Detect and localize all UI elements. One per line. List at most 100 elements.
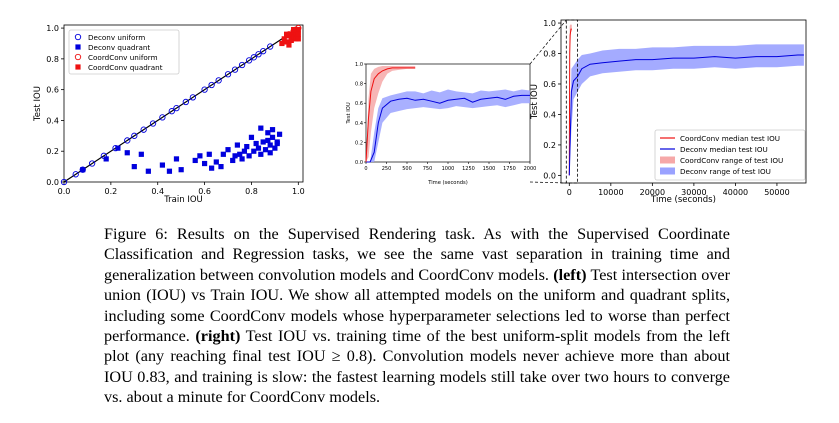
left-series-1 xyxy=(80,125,283,174)
left-point xyxy=(79,166,86,173)
left-point xyxy=(189,94,197,101)
left-point xyxy=(250,54,257,61)
left-y-axis-label: Test IOU xyxy=(33,86,43,122)
right-y-tick-label: 1.0 xyxy=(543,19,556,28)
left-point xyxy=(182,98,189,106)
left-legend-label: CoordConv uniform xyxy=(88,53,158,62)
inset-range-band xyxy=(366,66,416,162)
right-y-tick-label: 0.2 xyxy=(543,141,556,150)
left-point xyxy=(192,157,198,164)
left-point xyxy=(295,31,301,37)
left-point xyxy=(131,164,137,170)
right-legend-patch xyxy=(660,156,675,164)
right-y-axis-label: Test IOU xyxy=(530,84,540,120)
left-point xyxy=(159,162,166,168)
inset-connector-bottom xyxy=(529,181,567,184)
left-y-tick-label: 0.4 xyxy=(46,116,59,125)
left-point xyxy=(286,42,292,48)
left-point xyxy=(265,137,271,144)
right-legend-label: Deconv median test IOU xyxy=(680,145,768,154)
inset-y-axis-label: Test IOU xyxy=(346,102,352,124)
left-x-tick-label: 0.2 xyxy=(104,187,117,196)
left-point xyxy=(138,151,144,157)
left-point xyxy=(281,36,287,42)
inset-median-line xyxy=(365,67,416,163)
left-point xyxy=(80,167,86,173)
left-x-tick-label: 1.0 xyxy=(292,187,305,196)
right-x-tick-label: 20000 xyxy=(640,188,665,197)
left-point xyxy=(258,151,264,157)
inset-y-tick-label: 0.8 xyxy=(355,82,363,88)
right-x-tick-label: 40000 xyxy=(723,188,748,197)
left-point xyxy=(269,134,276,140)
left-point xyxy=(234,142,240,148)
left-point xyxy=(239,156,245,162)
left-point xyxy=(159,114,166,121)
left-legend-label: CoordConv quadrant xyxy=(88,63,163,72)
left-point xyxy=(201,86,208,93)
left-point xyxy=(262,147,269,153)
left-plot-frame xyxy=(63,24,304,183)
left-point xyxy=(267,43,274,50)
right-x-tick-label: 0 xyxy=(567,188,572,197)
inset-range-band xyxy=(366,89,530,162)
inset-plot-frame xyxy=(365,63,531,163)
left-point xyxy=(253,140,259,147)
left-point xyxy=(149,120,157,127)
inset-y-tick-label: 1.0 xyxy=(355,62,363,68)
left-point xyxy=(255,145,262,151)
left-point xyxy=(224,71,232,78)
left-point xyxy=(295,27,301,33)
left-point xyxy=(201,160,208,167)
left-y-tick-label: 0.8 xyxy=(46,55,59,64)
right-legend-box xyxy=(654,129,806,181)
left-x-tick-label: 0.4 xyxy=(151,187,164,196)
left-point xyxy=(276,131,283,137)
left-point xyxy=(225,147,231,153)
left-point xyxy=(238,61,246,69)
inset-x-tick-label: 2000 xyxy=(524,166,537,172)
right-y-tick-label: 0.4 xyxy=(543,110,556,119)
left-series-0 xyxy=(60,43,274,186)
left-point xyxy=(291,27,297,33)
left-point xyxy=(272,145,278,151)
left-point xyxy=(260,48,267,55)
inset-y-tick-label: 0.4 xyxy=(355,121,363,127)
right-x-tick-label: 10000 xyxy=(598,188,623,197)
caption-right-tag: (right) xyxy=(195,327,241,346)
inset-x-tick-label: 0 xyxy=(364,166,367,172)
left-point xyxy=(283,31,290,37)
inset-y-tick-label: 0.6 xyxy=(355,101,363,107)
caption-left-tag: (left) xyxy=(553,265,587,284)
left-point xyxy=(269,127,276,133)
left-point xyxy=(255,51,262,58)
right-y-tick-label: 0.8 xyxy=(543,50,556,59)
left-point xyxy=(288,31,294,37)
left-legend-label: Deconv uniform xyxy=(88,33,145,42)
inset-x-tick-label: 500 xyxy=(402,166,412,172)
right-legend-patch xyxy=(660,167,675,175)
left-point xyxy=(283,39,290,45)
left-point xyxy=(124,150,130,156)
inset-median-line xyxy=(366,94,530,163)
left-point xyxy=(173,156,180,162)
right-x-tick-label: 30000 xyxy=(681,188,706,197)
right-y-tick-label: 0.6 xyxy=(543,80,556,89)
left-x-tick-label: 0.8 xyxy=(245,187,258,196)
left-point xyxy=(265,130,271,136)
left-point xyxy=(208,81,215,89)
right-range-band xyxy=(569,44,804,176)
left-point xyxy=(230,157,236,164)
left-point xyxy=(260,139,266,145)
left-point xyxy=(124,137,131,144)
left-y-tick-label: 0.2 xyxy=(46,147,59,156)
caption-right-text: Test IOU vs. training time of the best u… xyxy=(104,327,731,407)
left-legend-marker xyxy=(74,33,82,41)
inset-x-tick-label: 250 xyxy=(382,166,392,172)
caption-left-text: Test intersection over union (IOU) vs Tr… xyxy=(104,265,730,346)
left-point xyxy=(232,153,238,159)
left-y-tick-label: 1.0 xyxy=(46,24,59,33)
inset-y-tick-label: 0.2 xyxy=(355,140,363,146)
inset-x-tick-label: 1000 xyxy=(442,166,455,172)
left-point xyxy=(60,178,68,186)
